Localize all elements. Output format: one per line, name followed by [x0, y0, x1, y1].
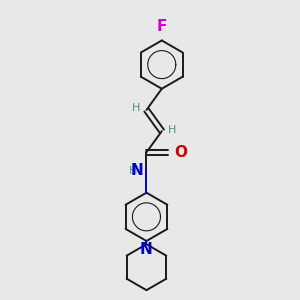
Text: F: F — [157, 19, 167, 34]
Text: H: H — [129, 166, 137, 176]
Text: H: H — [168, 125, 177, 135]
Text: N: N — [131, 164, 143, 178]
Text: N: N — [140, 242, 153, 257]
Text: H: H — [132, 103, 140, 113]
Text: O: O — [174, 145, 187, 160]
